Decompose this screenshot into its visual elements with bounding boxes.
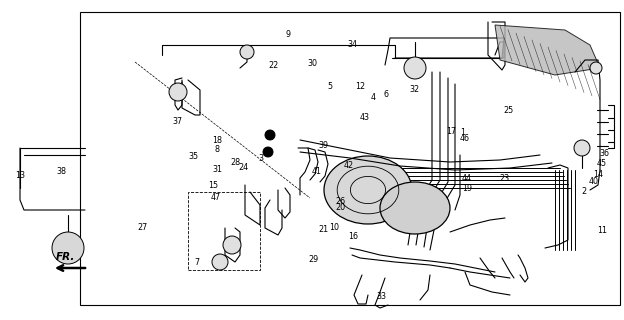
Text: 6: 6 bbox=[383, 90, 388, 99]
Text: 23: 23 bbox=[499, 174, 509, 183]
Text: 31: 31 bbox=[212, 165, 222, 174]
Circle shape bbox=[574, 140, 590, 156]
Polygon shape bbox=[495, 25, 600, 75]
Text: 14: 14 bbox=[593, 170, 603, 179]
Text: 35: 35 bbox=[188, 152, 198, 161]
Text: 34: 34 bbox=[348, 40, 358, 49]
Text: 16: 16 bbox=[348, 232, 358, 241]
Circle shape bbox=[263, 147, 273, 157]
Text: 37: 37 bbox=[173, 117, 183, 126]
Text: 47: 47 bbox=[210, 193, 220, 202]
Text: 38: 38 bbox=[56, 167, 66, 176]
Text: 12: 12 bbox=[356, 82, 366, 91]
Text: 8: 8 bbox=[215, 145, 220, 154]
Circle shape bbox=[52, 232, 84, 264]
Circle shape bbox=[212, 254, 228, 270]
Text: 10: 10 bbox=[329, 223, 339, 232]
Text: 22: 22 bbox=[268, 61, 278, 70]
Text: 11: 11 bbox=[597, 226, 607, 235]
Circle shape bbox=[590, 62, 602, 74]
Text: 40: 40 bbox=[589, 177, 599, 186]
Text: 29: 29 bbox=[308, 255, 318, 264]
Circle shape bbox=[404, 57, 426, 79]
Text: 20: 20 bbox=[335, 204, 345, 212]
Text: 17: 17 bbox=[446, 127, 456, 136]
Circle shape bbox=[169, 83, 187, 101]
Circle shape bbox=[223, 236, 241, 254]
Text: 15: 15 bbox=[208, 181, 218, 190]
Text: 32: 32 bbox=[410, 85, 420, 94]
Bar bbox=[188, 192, 260, 270]
Circle shape bbox=[265, 130, 275, 140]
Text: 25: 25 bbox=[504, 106, 514, 115]
Text: 41: 41 bbox=[312, 167, 322, 176]
Text: 9: 9 bbox=[286, 30, 291, 39]
Text: 28: 28 bbox=[231, 158, 241, 167]
Ellipse shape bbox=[380, 182, 450, 234]
Text: 26: 26 bbox=[335, 197, 345, 206]
Text: 19: 19 bbox=[462, 184, 472, 193]
Text: 3: 3 bbox=[258, 154, 263, 163]
Text: 46: 46 bbox=[460, 134, 470, 143]
Text: 42: 42 bbox=[343, 161, 353, 170]
Text: 4: 4 bbox=[371, 93, 376, 102]
Text: 39: 39 bbox=[318, 141, 328, 150]
Text: 36: 36 bbox=[599, 149, 609, 158]
Text: 44: 44 bbox=[462, 174, 472, 183]
Text: 45: 45 bbox=[597, 159, 607, 168]
Text: 30: 30 bbox=[307, 59, 317, 68]
Ellipse shape bbox=[324, 156, 412, 224]
Text: 27: 27 bbox=[137, 223, 147, 232]
Bar bbox=[80, 12, 620, 305]
Text: 33: 33 bbox=[377, 292, 387, 301]
Text: FR.: FR. bbox=[56, 252, 76, 262]
Text: 24: 24 bbox=[238, 164, 248, 172]
Text: 43: 43 bbox=[360, 113, 370, 122]
Text: 2: 2 bbox=[581, 188, 586, 196]
Text: 13: 13 bbox=[15, 171, 25, 180]
Text: 7: 7 bbox=[194, 258, 199, 267]
Text: 21: 21 bbox=[318, 225, 328, 234]
Circle shape bbox=[240, 45, 254, 59]
Text: 1: 1 bbox=[461, 128, 466, 137]
Text: 5: 5 bbox=[327, 82, 332, 91]
Text: 18: 18 bbox=[212, 136, 222, 145]
